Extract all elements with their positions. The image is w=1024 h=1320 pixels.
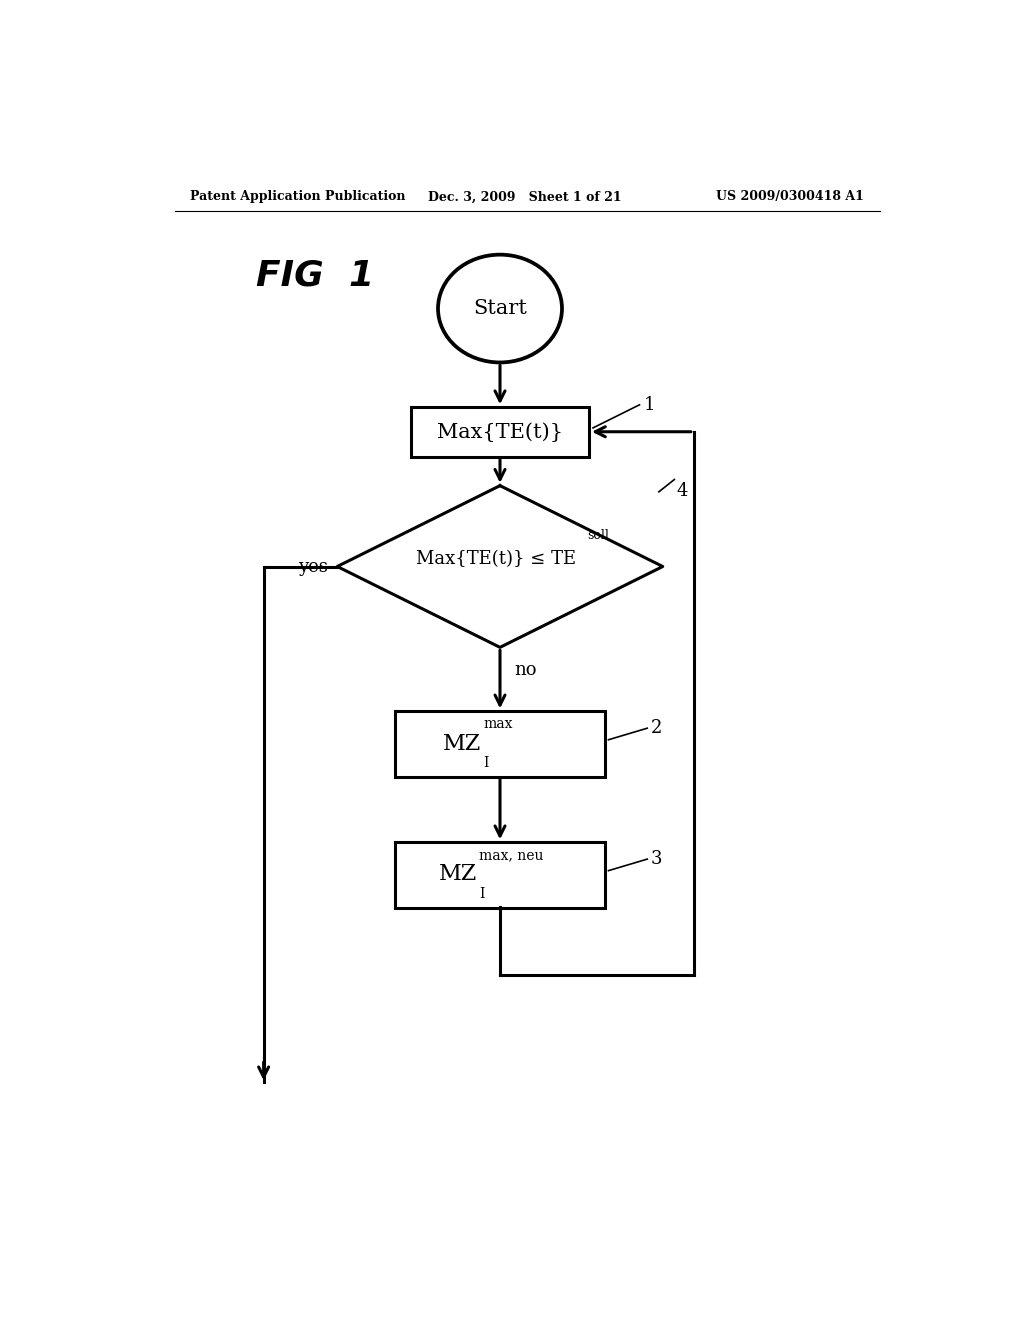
Text: yes: yes — [298, 557, 328, 576]
Text: max: max — [483, 717, 512, 731]
Text: US 2009/0300418 A1: US 2009/0300418 A1 — [717, 190, 864, 203]
Text: Dec. 3, 2009   Sheet 1 of 21: Dec. 3, 2009 Sheet 1 of 21 — [428, 190, 622, 203]
Text: no: no — [514, 661, 537, 680]
Text: FIG  1: FIG 1 — [256, 259, 374, 293]
Text: Max{TE(t)} ≤ TE: Max{TE(t)} ≤ TE — [416, 550, 577, 568]
Bar — [411, 407, 589, 457]
Text: 3: 3 — [651, 850, 663, 869]
Text: soll: soll — [587, 529, 608, 543]
Text: MZ: MZ — [442, 733, 480, 755]
Text: Max{TE(t)}: Max{TE(t)} — [437, 422, 563, 442]
Text: 4: 4 — [677, 482, 688, 500]
Text: Start: Start — [473, 300, 527, 318]
Text: max, neu: max, neu — [479, 849, 544, 862]
Text: 2: 2 — [651, 719, 663, 737]
Text: 1: 1 — [643, 396, 655, 413]
Text: I: I — [479, 887, 484, 900]
Bar — [395, 711, 604, 776]
Text: MZ: MZ — [438, 863, 477, 886]
Text: Patent Application Publication: Patent Application Publication — [190, 190, 406, 203]
Bar — [395, 842, 604, 908]
Text: I: I — [483, 756, 488, 770]
